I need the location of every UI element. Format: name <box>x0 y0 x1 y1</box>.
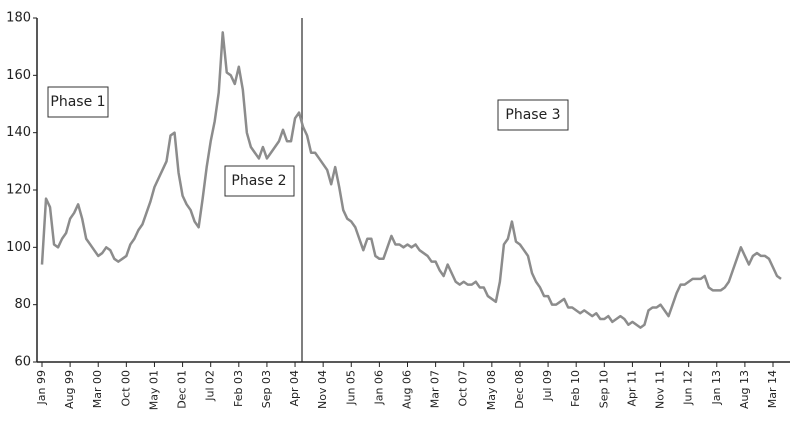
x-tick-label: Jun 12 <box>682 370 695 406</box>
x-tick-label: Oct 00 <box>119 370 132 407</box>
y-tick-label: 100 <box>6 240 31 255</box>
x-tick-label: Mar 07 <box>429 370 442 408</box>
x-tick-label: Feb 10 <box>569 370 582 407</box>
x-tick-label: Mar 00 <box>91 370 104 408</box>
x-tick-label: Dec 08 <box>513 370 526 409</box>
annotation-box <box>224 165 295 197</box>
x-tick-label: May 01 <box>147 370 160 410</box>
y-tick-label: 180 <box>6 11 31 26</box>
x-tick-label: Aug 99 <box>63 370 76 409</box>
y-tick-label: 160 <box>6 68 31 83</box>
y-tick-label: 60 <box>14 355 31 370</box>
annotation-box <box>497 99 569 131</box>
annotation: Phase 3 <box>505 107 560 123</box>
x-tick-label: Sep 03 <box>260 370 273 408</box>
x-tick-label: Aug 06 <box>401 370 414 409</box>
annotation: Phase 1 <box>50 94 105 110</box>
x-tick-label: Sep 10 <box>597 370 610 408</box>
y-tick-label: 80 <box>14 297 31 312</box>
x-tick-label: Dec 01 <box>176 370 189 409</box>
x-tick-label: Jan 99 <box>35 370 48 405</box>
x-tick-label: Aug 13 <box>738 370 751 409</box>
x-tick-label: Nov 04 <box>316 370 329 409</box>
x-tick-label: Feb 03 <box>232 370 245 407</box>
x-tick-label: Nov 11 <box>654 370 667 409</box>
x-tick-label: Jan 13 <box>710 370 723 405</box>
x-tick-label: Jun 05 <box>344 370 357 406</box>
annotation: Phase 2 <box>231 173 286 189</box>
x-tick-label: Apr 04 <box>288 370 301 407</box>
annotation-box <box>47 86 109 118</box>
data-line <box>40 31 782 329</box>
x-tick-label: Mar 14 <box>766 370 779 408</box>
y-tick-label: 120 <box>6 183 31 198</box>
x-tick-label: Oct 07 <box>457 370 470 407</box>
x-tick-label: Jan 06 <box>372 370 385 405</box>
x-tick-label: Jul 09 <box>541 370 554 402</box>
x-tick-label: Apr 11 <box>625 370 638 407</box>
x-tick-label: May 08 <box>485 370 498 410</box>
x-tick-label: Jul 02 <box>204 370 217 402</box>
y-tick-label: 140 <box>6 125 31 140</box>
